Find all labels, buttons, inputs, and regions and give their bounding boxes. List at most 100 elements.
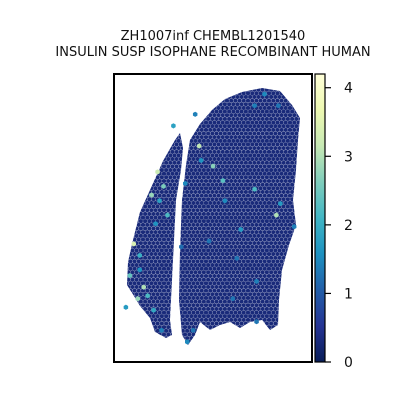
tissue-spot bbox=[220, 324, 225, 330]
tissue-spot bbox=[275, 142, 280, 147]
tissue-spot bbox=[128, 339, 133, 345]
tissue-spot bbox=[279, 207, 284, 213]
tissue-spot bbox=[176, 255, 181, 261]
tissue-spot bbox=[164, 226, 169, 231]
tissue-spot bbox=[176, 175, 181, 180]
tissue-spot bbox=[298, 321, 300, 326]
tissue-spot bbox=[225, 88, 229, 89]
tissue-spot bbox=[301, 149, 305, 154]
tissue-spot bbox=[199, 112, 204, 118]
tissue-spot bbox=[199, 295, 204, 301]
tissue-spot bbox=[233, 120, 238, 125]
tissue-spot bbox=[168, 335, 173, 341]
tissue-spot bbox=[127, 131, 131, 136]
tissue-spot bbox=[201, 233, 206, 239]
tissue-spot bbox=[235, 211, 240, 217]
tissue-spot bbox=[269, 328, 274, 334]
tissue-spot bbox=[178, 295, 183, 301]
tissue-spot bbox=[199, 222, 204, 228]
tissue-spot bbox=[176, 321, 181, 326]
tissue-spot bbox=[262, 244, 267, 250]
tissue-spot bbox=[195, 310, 200, 315]
tissue-spot bbox=[195, 259, 200, 264]
tissue-spot bbox=[248, 211, 253, 217]
tissue-spot bbox=[185, 160, 190, 166]
tissue-spot bbox=[170, 324, 175, 330]
tissue-spot bbox=[269, 313, 274, 319]
tissue-spot bbox=[235, 299, 240, 304]
tissue-spot bbox=[271, 237, 276, 242]
tissue-spot bbox=[127, 324, 129, 330]
tissue-spot bbox=[246, 193, 250, 198]
tissue-spot bbox=[241, 88, 246, 89]
tissue-spot bbox=[147, 313, 152, 319]
tissue-spot bbox=[193, 335, 198, 341]
tissue-spot bbox=[260, 306, 265, 312]
tissue-spot bbox=[243, 277, 248, 282]
tissue-spot bbox=[285, 182, 290, 187]
tissue-spot bbox=[147, 240, 152, 246]
tissue-spot bbox=[273, 270, 278, 275]
tissue-spot bbox=[132, 310, 137, 315]
tissue-spot bbox=[225, 215, 229, 220]
tissue-spot bbox=[187, 88, 192, 89]
tissue-spot bbox=[239, 270, 244, 275]
tissue-spot bbox=[252, 313, 257, 319]
tissue-spot bbox=[225, 324, 229, 330]
tissue-spot bbox=[288, 317, 292, 323]
tissue-spot bbox=[191, 156, 196, 162]
tissue-spot bbox=[254, 237, 259, 242]
tissue-spot bbox=[264, 131, 269, 136]
tissue-spot bbox=[127, 149, 129, 155]
tissue-spot bbox=[233, 112, 238, 118]
tissue-spot bbox=[292, 98, 297, 103]
tissue-spot bbox=[145, 302, 150, 308]
tissue-spot bbox=[122, 87, 126, 92]
tissue-spot bbox=[246, 347, 250, 352]
tissue-spot bbox=[256, 109, 261, 114]
tissue-spot bbox=[290, 94, 295, 100]
tissue-spot bbox=[231, 160, 236, 166]
tissue-spot bbox=[128, 134, 133, 140]
tissue-spot bbox=[303, 102, 307, 107]
tissue-spot bbox=[267, 142, 271, 147]
tissue-spot bbox=[164, 321, 169, 326]
tissue-spot bbox=[296, 105, 300, 111]
tissue-spot bbox=[283, 266, 288, 271]
tissue-spot bbox=[155, 138, 160, 144]
tissue-spot bbox=[271, 164, 276, 169]
tissue-spot bbox=[214, 262, 219, 268]
tissue-spot bbox=[145, 193, 150, 198]
tissue-spot bbox=[162, 310, 166, 315]
tissue-spot bbox=[220, 127, 225, 133]
tissue-spot bbox=[136, 91, 141, 96]
tissue-spot bbox=[206, 284, 211, 290]
tissue-spot bbox=[128, 259, 133, 264]
tissue-spot bbox=[222, 270, 227, 275]
tissue-spot bbox=[199, 215, 204, 220]
tissue-spot bbox=[271, 149, 276, 155]
tissue-spot bbox=[197, 218, 202, 224]
tissue-spot bbox=[127, 98, 129, 103]
tissue-spot bbox=[134, 145, 139, 151]
tissue-spot bbox=[271, 273, 276, 279]
tissue-spot bbox=[127, 123, 131, 129]
tissue-spot bbox=[168, 299, 173, 304]
tissue-spot bbox=[191, 186, 196, 191]
tissue-spot bbox=[283, 222, 288, 228]
tissue-spot bbox=[122, 197, 126, 202]
tissue-spot bbox=[204, 251, 208, 257]
tissue-spot bbox=[267, 105, 271, 111]
tissue-spot bbox=[292, 251, 297, 257]
tissue-spot bbox=[227, 262, 232, 268]
tissue-spot bbox=[275, 112, 280, 118]
tissue-spot bbox=[122, 270, 126, 275]
tissue-spot bbox=[130, 277, 135, 282]
tissue-spot bbox=[189, 116, 194, 122]
tissue-spot bbox=[296, 317, 300, 323]
tissue-spot bbox=[210, 335, 215, 341]
tissue-spot bbox=[136, 222, 141, 228]
tissue-spot bbox=[241, 288, 246, 293]
tissue-spot bbox=[138, 218, 143, 224]
tissue-spot bbox=[222, 175, 227, 180]
